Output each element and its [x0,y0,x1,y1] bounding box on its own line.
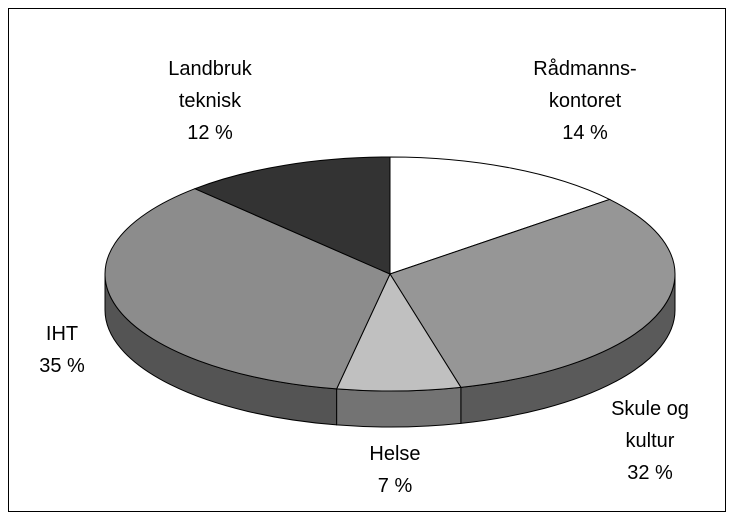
value-label: 35 % [39,355,85,377]
value-label: 12 % [187,122,233,144]
slice-label: Landbruk teknisk [168,58,252,112]
value-label: 32 % [627,462,673,484]
slice-label: Skule og kultur [611,398,689,452]
slice [335,272,462,392]
slice-side [336,386,462,428]
slice [193,156,391,275]
slice [104,188,391,390]
value-label: 14 % [562,122,608,144]
slice-label: Helse [369,443,420,465]
slice-label: Rådmanns-kontoret [533,58,636,112]
slice [389,156,611,275]
slice-label: IHT [46,323,78,345]
value-label: 7 % [378,475,413,497]
slice [389,198,676,388]
